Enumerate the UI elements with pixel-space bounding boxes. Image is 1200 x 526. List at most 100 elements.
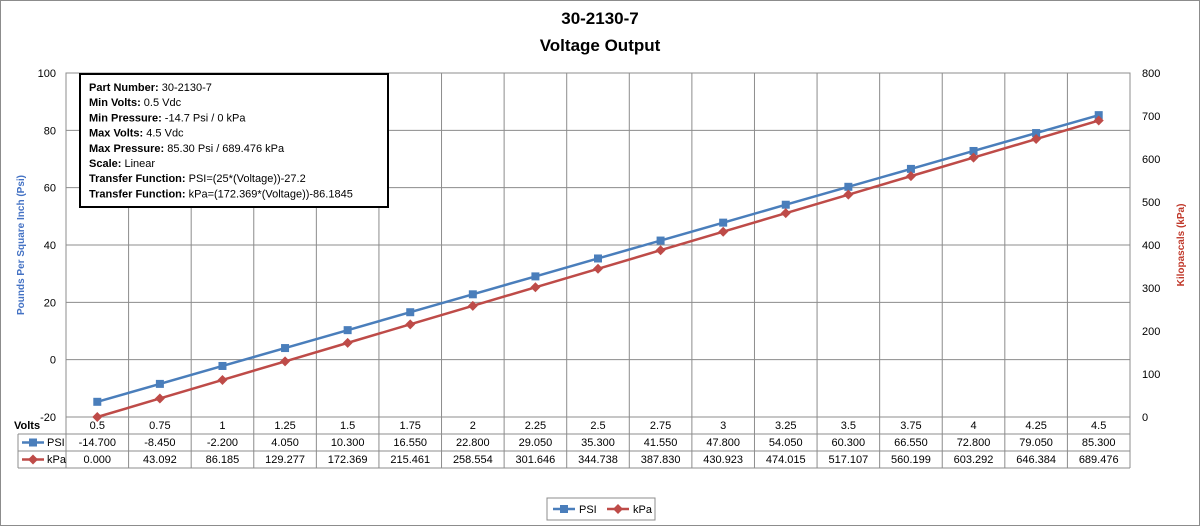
point-psi: [719, 218, 728, 227]
info-line: Max Volts: 4.5 Vdc: [89, 128, 184, 140]
point-psi: [93, 397, 102, 406]
info-value: 30-2130-7: [159, 82, 212, 94]
y-left-tick-label: 40: [44, 240, 56, 252]
y-right-tick-label: 400: [1142, 240, 1160, 252]
table-cell: 129.277: [265, 454, 305, 466]
point-psi: [594, 254, 602, 263]
legend-frame: [546, 497, 656, 521]
x-tick-label: 4.25: [1025, 420, 1046, 432]
point-psi: [155, 379, 164, 388]
table-key-marker-kpa: [28, 454, 38, 465]
table-cell: 54.050: [769, 437, 803, 449]
x-tick-label: 3: [720, 420, 726, 432]
y-left-axis-title: Pounds Per Square Inch (Psi): [16, 175, 27, 315]
x-tick-label: 2: [470, 420, 476, 432]
table-cell: 430.923: [703, 454, 743, 466]
table-cell: 22.800: [456, 437, 490, 449]
point-kpa: [1093, 115, 1104, 126]
y-right-tick-label: 500: [1142, 197, 1160, 209]
point-kpa: [843, 189, 854, 200]
x-tick-label: 3.5: [841, 420, 856, 432]
y-right-tick-label: 800: [1142, 68, 1160, 80]
point-psi: [1032, 129, 1041, 138]
info-label: Min Pressure:: [89, 112, 162, 124]
point-psi: [656, 236, 665, 245]
point-kpa: [280, 356, 291, 367]
y-right-tick-label: 700: [1142, 111, 1160, 123]
x-tick-label: 2.25: [525, 420, 546, 432]
point-psi: [281, 344, 290, 353]
table-cell: 29.050: [519, 437, 553, 449]
plot-area: [65, 72, 1131, 418]
x-tick-label: 3.75: [900, 420, 921, 432]
info-line: Part Number: 30-2130-7: [89, 82, 212, 94]
y-right-axis-title: Kilopascals (kPa): [1176, 204, 1187, 287]
axes: -20 0 20 40 60 80 100 0 100 200 300 400 500 600 700 800…: [16, 68, 1187, 424]
y-left-tick-label: 20: [44, 297, 56, 309]
table-cell: -2.200: [207, 437, 238, 449]
x-tick-label: 1.25: [274, 420, 295, 432]
table-series-name: kPa: [47, 454, 67, 466]
x-tick-label: 4.5: [1091, 420, 1106, 432]
table-cell: 10.300: [331, 437, 365, 449]
info-label: Min Volts:: [89, 97, 141, 109]
info-value: 85.30 Psi / 689.476 kPa: [164, 143, 285, 155]
table-cell: 301.646: [516, 454, 556, 466]
point-psi: [343, 326, 352, 335]
info-box: Part Number: 30-2130-7 Min Volts: 0.5 Vdc…: [79, 73, 389, 208]
legend-label-kpa: kPa: [633, 504, 653, 516]
info-label: Transfer Function:: [89, 173, 186, 185]
legend-key-marker-psi: [560, 505, 568, 513]
table-cell: 172.369: [328, 454, 368, 466]
table-cell: 47.800: [706, 437, 740, 449]
point-kpa: [92, 412, 103, 422]
point-kpa: [968, 152, 979, 163]
table-key-marker-psi: [29, 438, 37, 447]
table-cell: 43.092: [143, 454, 177, 466]
info-line: Scale: Linear: [89, 158, 155, 170]
point-psi: [406, 308, 415, 317]
point-psi: [218, 361, 227, 370]
point-psi: [844, 182, 853, 191]
info-value: -14.7 Psi / 0 kPa: [162, 112, 247, 124]
table-cell: 258.554: [453, 454, 493, 466]
table-cell: 0.000: [84, 454, 112, 466]
table-cell: 4.050: [271, 437, 299, 449]
point-psi: [781, 200, 790, 209]
info-box-frame: [79, 73, 389, 208]
info-line: Min Volts: 0.5 Vdc: [89, 97, 182, 109]
x-tick-label: 2.5: [590, 420, 605, 432]
y-left-tick-label: 60: [44, 183, 56, 195]
table-cell: 66.550: [894, 437, 928, 449]
table-cell: 603.292: [954, 454, 994, 466]
point-psi: [531, 272, 540, 281]
info-label: Transfer Function:: [89, 188, 186, 200]
table-cell: 85.300: [1082, 437, 1116, 449]
point-psi: [1094, 111, 1103, 120]
data-table: Volts 0.5 0.75 1 1.25 1.5 1.75 2 2.25 2.5 2.75 3 3.2…: [14, 420, 1130, 469]
info-label: Max Pressure:: [89, 143, 164, 155]
table-cell: 689.476: [1079, 454, 1119, 466]
table-cell: 344.738: [578, 454, 618, 466]
table-cell: 646.384: [1016, 454, 1056, 466]
table-cell: 60.300: [832, 437, 866, 449]
table-cell: 41.550: [644, 437, 678, 449]
point-kpa: [154, 393, 165, 404]
x-tick-label: 3.25: [775, 420, 796, 432]
info-label: Scale:: [89, 158, 121, 170]
info-label: Max Volts:: [89, 128, 143, 140]
info-value: PSI=(25*(Voltage))-27.2: [186, 173, 306, 185]
point-kpa: [217, 374, 228, 385]
point-psi: [468, 290, 477, 299]
point-kpa: [905, 171, 916, 182]
x-tick-label: 0.75: [149, 420, 170, 432]
legend-label-psi: PSI: [579, 504, 597, 516]
point-kpa: [467, 300, 478, 311]
y-right-tick-label: 200: [1142, 326, 1160, 338]
point-psi: [906, 164, 915, 173]
point-kpa: [530, 282, 541, 293]
x-tick-label: 1.5: [340, 420, 355, 432]
legend-key-marker-kpa: [613, 504, 623, 514]
chart-title-line-2: Voltage Output: [540, 36, 661, 55]
